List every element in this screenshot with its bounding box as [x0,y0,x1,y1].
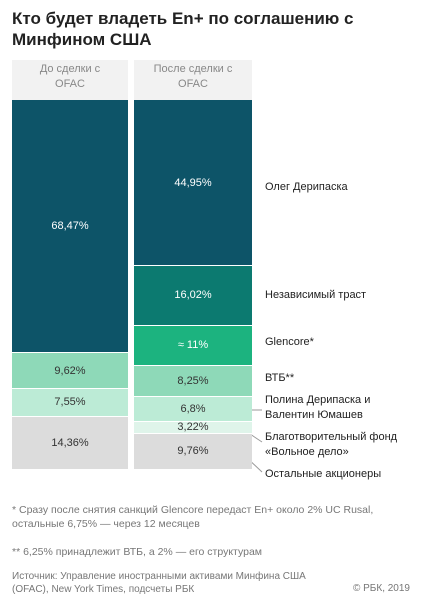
value-label: 14,36% [51,436,89,449]
segment: 16,02% [134,266,252,326]
value-label: 7,55% [54,396,86,409]
value-label: 44,95% [174,176,212,189]
segment: ≈ 11% [134,325,252,367]
copyright: © РБК, 2019 [352,583,410,594]
value-label: 6,8% [180,402,206,415]
legend-label: Независимый траст [265,289,367,301]
legend-label: Полина Дерипаска и Валентин Юмашев [265,394,371,421]
footnote: * Сразу после снятия санкций Glencore пе… [12,504,374,530]
footnote: ** 6,25% принадлежит ВТБ, а 2% — его стр… [12,546,263,558]
segment: 6,8% [134,396,252,422]
segment: 68,47% [12,100,128,354]
legend-label: Glencore* [265,336,314,348]
segment: 9,76% [134,433,252,470]
chart-title: Кто будет владеть En+ по соглашению с Ми… [12,9,354,49]
segment: 8,25% [134,366,252,397]
value-label: 68,47% [51,220,89,233]
segment: 14,36% [12,416,128,470]
legend-label: Остальные акционеры [265,468,382,480]
value-label: 9,76% [177,445,209,458]
legend-label: ВТБ** [265,372,295,384]
value-label: 9,62% [54,364,86,377]
legend-label: Олег Дерипаска [265,181,348,193]
segment: 44,95% [134,100,252,267]
source: Источник: Управление иностранными актива… [12,571,306,595]
column-header-bg [134,60,252,100]
value-label: 16,02% [174,289,212,302]
value-label: ≈ 11% [177,339,209,352]
column-header-bg [12,60,128,100]
value-label: 8,25% [177,375,209,388]
segment: 7,55% [12,388,128,417]
value-label: 3,22% [177,421,209,434]
category-label: До сделки с OFAC [39,63,101,90]
category-label: После сделки с OFAC [153,63,233,90]
segment: 3,22% [134,421,252,434]
legend-label: Благотворительный фонд «Вольное дело» [265,431,398,458]
segment: 9,62% [12,353,128,389]
